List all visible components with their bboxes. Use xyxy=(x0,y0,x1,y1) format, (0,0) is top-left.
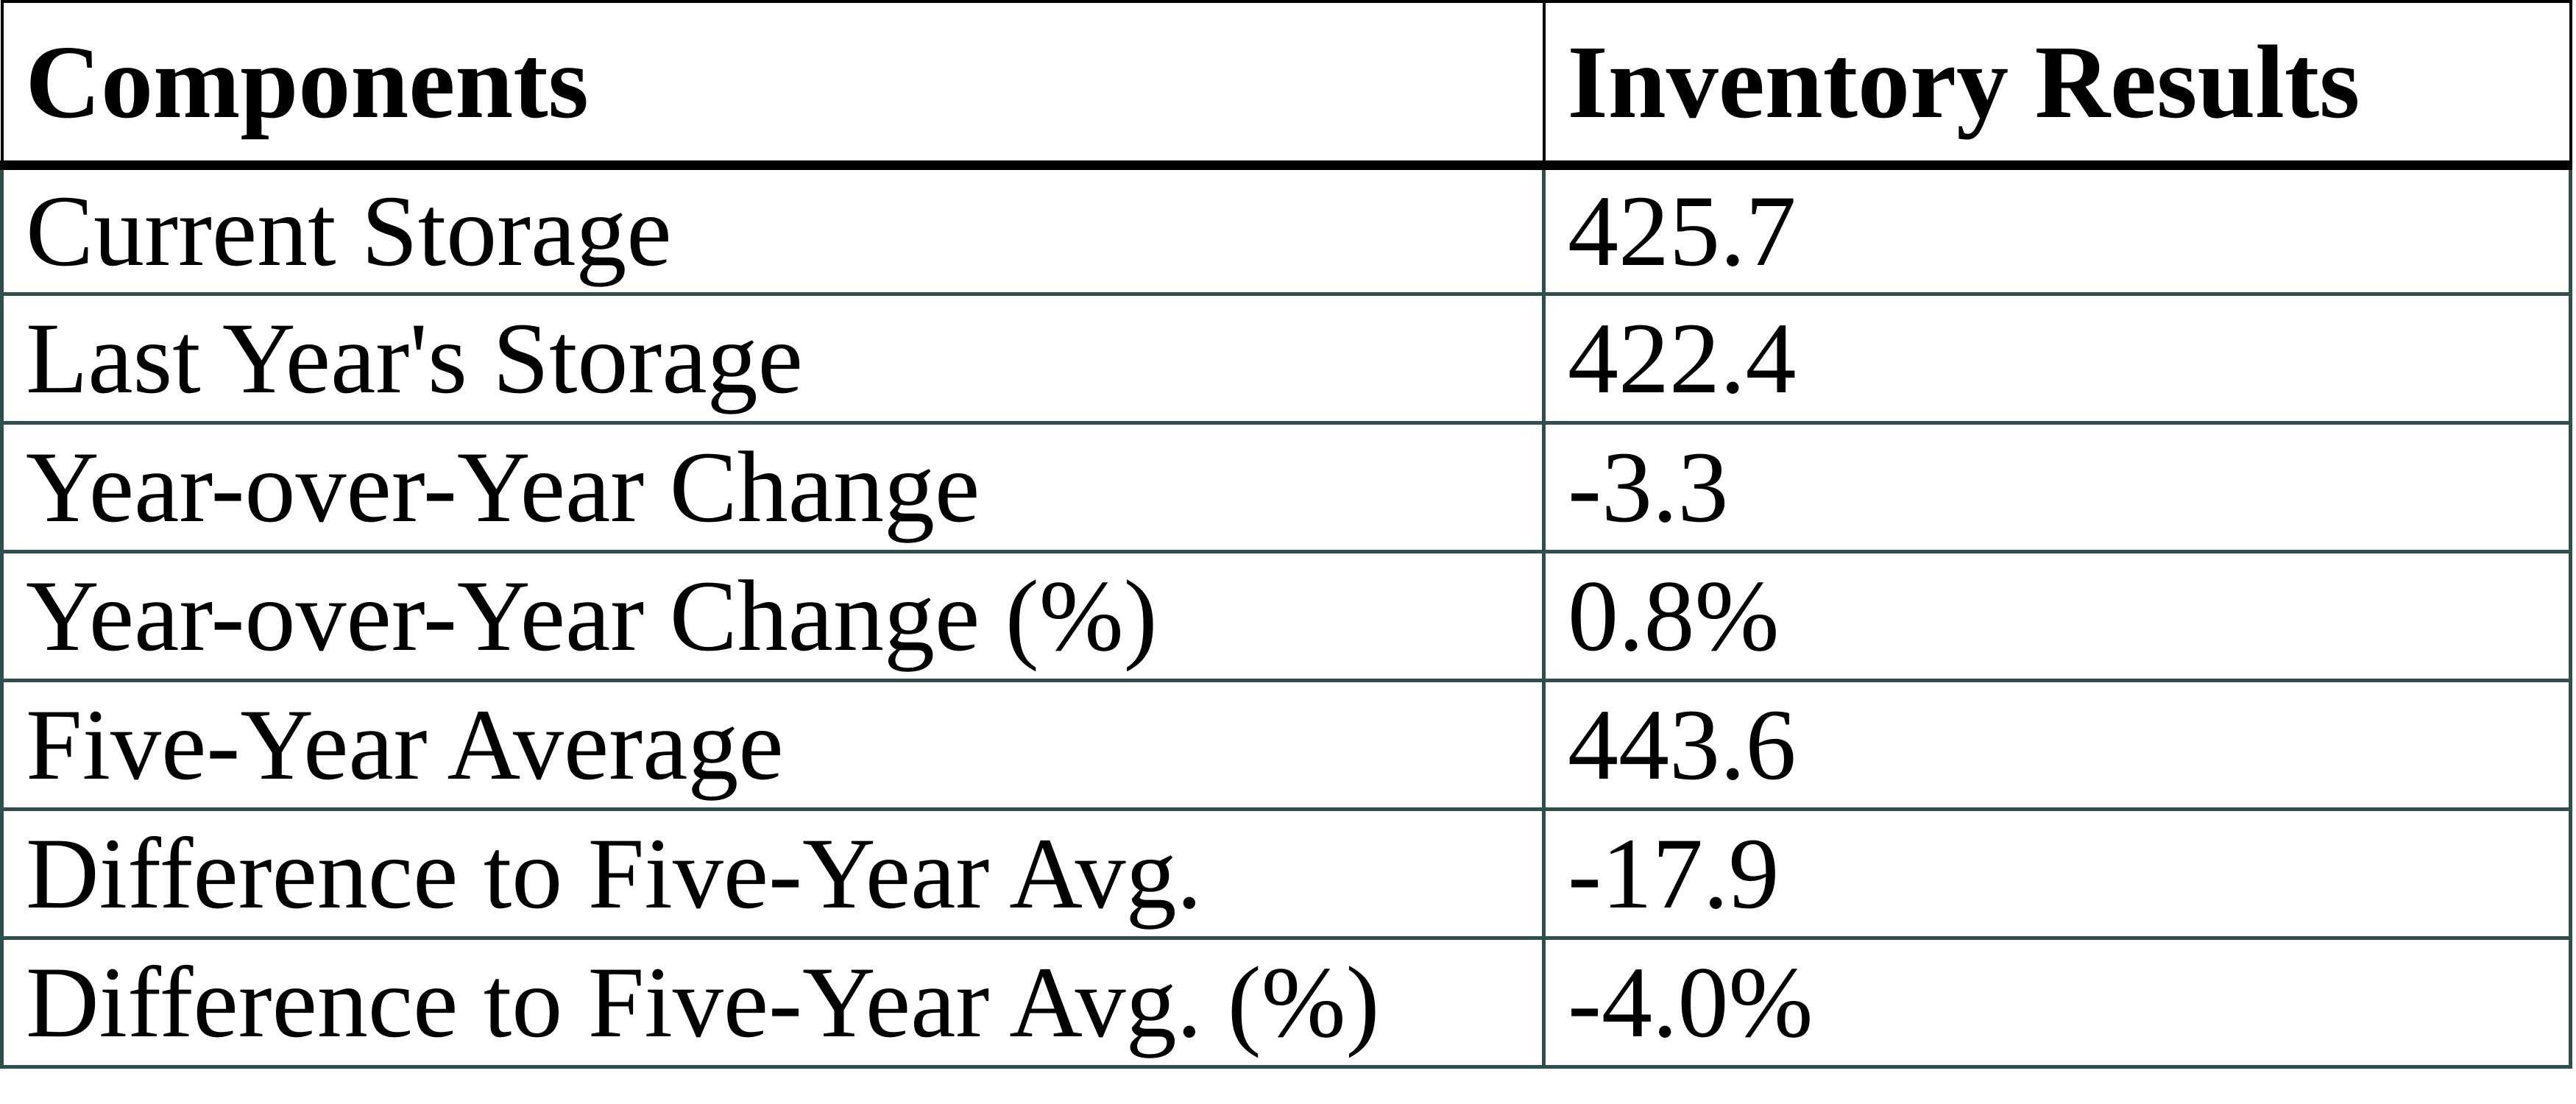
component-cell: Current Storage xyxy=(0,163,1546,296)
table-row: Year-over-Year Change (%) 0.8% xyxy=(0,549,2572,682)
inventory-result-cell: 443.6 xyxy=(1542,678,2572,811)
inventory-result-cell: -4.0% xyxy=(1542,935,2572,1069)
column-header-components: Components xyxy=(0,0,1546,170)
table-row: Difference to Five-Year Avg. -17.9 xyxy=(0,807,2572,940)
inventory-result-cell: 425.7 xyxy=(1542,163,2572,296)
table-row: Year-over-Year Change -3.3 xyxy=(0,420,2572,553)
inventory-result-cell: -3.3 xyxy=(1542,420,2572,553)
component-cell: Year-over-Year Change xyxy=(0,420,1546,553)
table-row: Difference to Five-Year Avg. (%) -4.0% xyxy=(0,935,2572,1069)
component-cell: Five-Year Average xyxy=(0,678,1546,811)
component-cell: Difference to Five-Year Avg. xyxy=(0,807,1546,940)
inventory-result-cell: 422.4 xyxy=(1542,291,2572,425)
table-row: Last Year's Storage 422.4 xyxy=(0,291,2572,425)
component-cell: Year-over-Year Change (%) xyxy=(0,549,1546,682)
component-cell: Difference to Five-Year Avg. (%) xyxy=(0,935,1546,1069)
component-cell: Last Year's Storage xyxy=(0,291,1546,425)
column-header-inventory-results: Inventory Results xyxy=(1542,0,2572,170)
inventory-result-cell: -17.9 xyxy=(1542,807,2572,940)
table-row: Five-Year Average 443.6 xyxy=(0,678,2572,811)
inventory-result-cell: 0.8% xyxy=(1542,549,2572,682)
table-body: Current Storage 425.7 Last Year's Storage 4… xyxy=(0,163,2572,1069)
inventory-table: Components Inventory Results Current Sto… xyxy=(0,0,2572,1069)
header-row: Components Inventory Results xyxy=(0,0,2572,170)
table-row: Current Storage 425.7 xyxy=(0,163,2572,296)
